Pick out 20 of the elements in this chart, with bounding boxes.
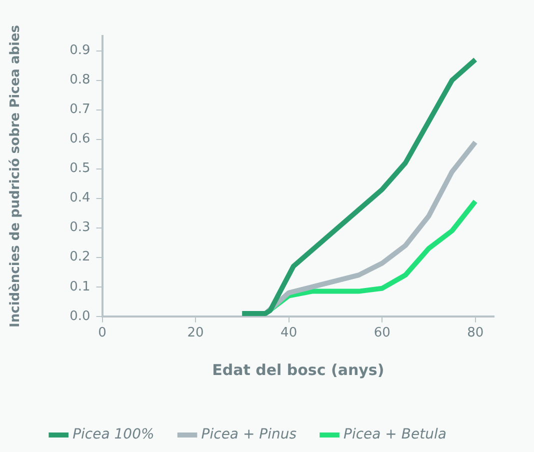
y-tick-label: 0.7 xyxy=(70,102,90,118)
legend-label: Picea 100% xyxy=(72,426,154,443)
x-tick-label: 20 xyxy=(187,326,204,341)
y-tick-label: 0.3 xyxy=(70,220,90,236)
y-tick-label: 0.8 xyxy=(70,72,90,88)
y-tick-label: 0.2 xyxy=(70,250,90,265)
y-tick-label: 0.6 xyxy=(70,132,90,147)
y-tick-label: 0.9 xyxy=(70,43,90,58)
y-axis-title: Incidències de pudrició sobre Picea abies xyxy=(8,24,24,328)
x-tick-label: 0 xyxy=(98,326,106,341)
x-tick-label: 40 xyxy=(280,326,298,341)
y-tick-label: 0.5 xyxy=(70,161,90,176)
legend-label: Picea + Betula xyxy=(344,426,446,443)
y-tick-label: 0.1 xyxy=(70,279,90,294)
x-tick-label: 80 xyxy=(467,326,484,341)
legend-label: Picea + Pinus xyxy=(201,426,297,443)
y-tick-label: 0.0 xyxy=(70,308,90,324)
x-axis-title: Edat del bosc (anys) xyxy=(212,360,384,379)
y-tick-label: 0.4 xyxy=(70,190,90,206)
x-tick-label: 60 xyxy=(374,326,390,341)
